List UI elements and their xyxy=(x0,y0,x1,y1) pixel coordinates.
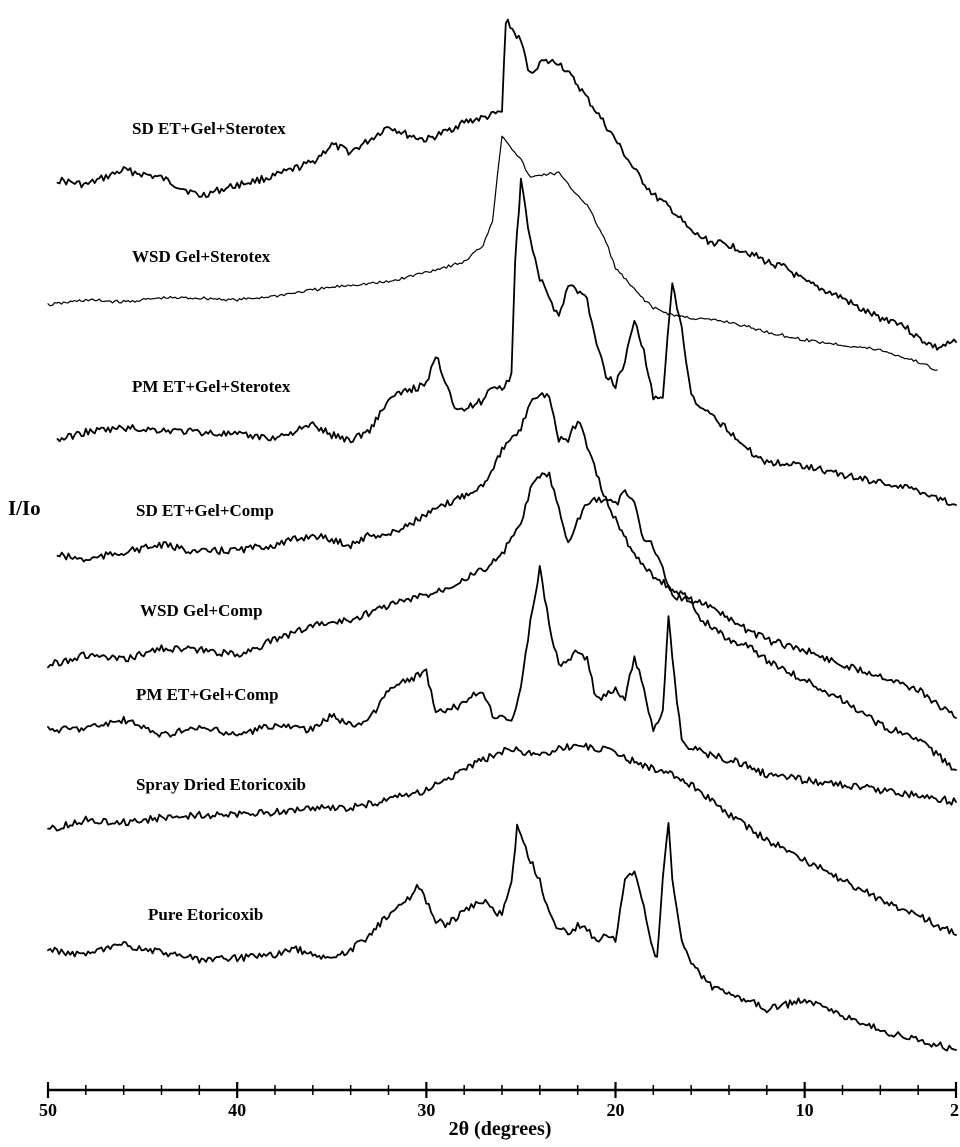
series-line-5 xyxy=(47,565,957,806)
x-axis-ticks: 50 40 30 20 10 2 xyxy=(39,1082,959,1120)
x-tick-label-40: 40 xyxy=(228,1100,246,1120)
series-label-6: Spray Dried Etoricoxib xyxy=(136,775,306,794)
series-label-0: SD ET+Gel+Sterotex xyxy=(132,119,286,138)
x-tick-label-10: 10 xyxy=(796,1100,814,1120)
series-line-4 xyxy=(47,471,957,771)
series-line-3 xyxy=(56,392,957,719)
series-label-1: WSD Gel+Sterotex xyxy=(132,247,271,266)
x-axis: 50 40 30 20 10 2 xyxy=(39,1082,959,1120)
series-label-2: PM ET+Gel+Sterotex xyxy=(132,377,291,396)
labels-group: SD ET+Gel+Sterotex WSD Gel+Sterotex PM ET+… xyxy=(132,119,306,924)
series-label-4: WSD Gel+Comp xyxy=(140,601,263,620)
series-label-5: PM ET+Gel+Comp xyxy=(136,685,279,704)
series-line-0 xyxy=(56,18,957,351)
series-label-3: SD ET+Gel+Comp xyxy=(136,501,274,520)
x-tick-label-30: 30 xyxy=(417,1100,435,1120)
series-line-7 xyxy=(47,822,957,1052)
x-axis-label: 2θ (degrees) xyxy=(449,1118,552,1140)
x-tick-label-2: 2 xyxy=(950,1100,959,1120)
series-line-2 xyxy=(56,177,957,507)
series-line-6 xyxy=(47,742,957,936)
x-tick-label-20: 20 xyxy=(607,1100,625,1120)
series-line-1 xyxy=(47,135,938,371)
y-axis-label: I/Io xyxy=(8,496,41,520)
series-label-7: Pure Etoricoxib xyxy=(148,905,263,924)
traces-group xyxy=(47,18,957,1052)
x-tick-label-50: 50 xyxy=(39,1100,57,1120)
